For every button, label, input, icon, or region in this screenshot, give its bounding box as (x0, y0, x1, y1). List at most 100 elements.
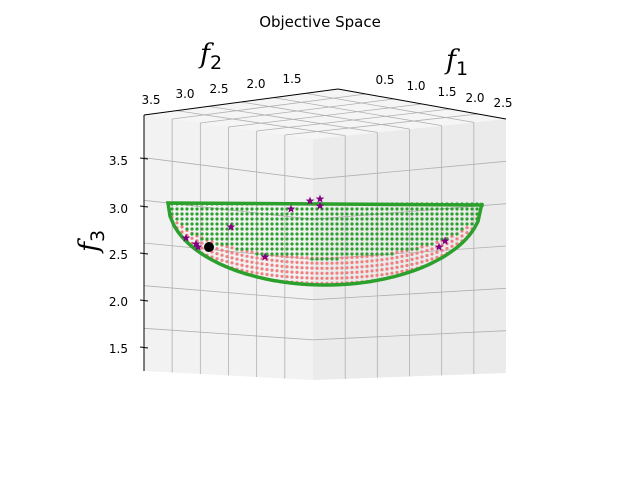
green-point (250, 237, 254, 241)
green-point (325, 252, 329, 256)
red-point (450, 244, 454, 248)
green-point (245, 242, 249, 246)
green-point (350, 247, 354, 251)
pareto-boundary-line (165, 201, 484, 287)
green-point (220, 207, 224, 211)
green-point (280, 252, 284, 256)
green-point (175, 207, 179, 211)
red-point (250, 260, 254, 264)
red-point (250, 265, 254, 269)
green-point (330, 222, 334, 226)
green-point (280, 212, 284, 216)
red-point (190, 236, 194, 240)
green-point (210, 237, 214, 241)
red-point (275, 274, 279, 278)
green-point (245, 212, 249, 216)
green-point (260, 207, 264, 211)
green-point (260, 252, 264, 256)
green-point (315, 252, 319, 256)
green-point (375, 252, 379, 256)
green-point (305, 232, 309, 236)
green-point (290, 232, 294, 236)
f3-tick-label: 1.5 (109, 342, 128, 356)
red-point (390, 261, 394, 265)
green-point (265, 232, 269, 236)
green-point (260, 227, 264, 231)
green-point (390, 212, 394, 216)
green-point (450, 227, 454, 231)
green-point (385, 212, 389, 216)
green-point (365, 212, 369, 216)
green-point (420, 212, 424, 216)
red-point (375, 263, 379, 267)
axis-line (337, 88, 507, 120)
red-point (330, 271, 334, 275)
green-point (235, 212, 239, 216)
axis-line (139, 205, 149, 208)
green-point (415, 227, 419, 231)
green-point (285, 212, 289, 216)
red-point (430, 247, 434, 251)
green-point (240, 232, 244, 236)
green-point (335, 242, 339, 246)
red-point (230, 251, 234, 255)
green-point (340, 232, 344, 236)
green-point (360, 207, 364, 211)
axis-line (139, 299, 149, 302)
green-point (275, 252, 279, 256)
red-point (245, 254, 249, 258)
green-point (200, 222, 204, 226)
green-point (400, 247, 404, 251)
green-point (425, 207, 429, 211)
red-point (295, 255, 299, 259)
green-point (265, 227, 269, 231)
green-point (320, 252, 324, 256)
green-point (285, 227, 289, 231)
green-point (360, 232, 364, 236)
red-point (300, 271, 304, 275)
green-point (260, 217, 264, 221)
red-point (280, 259, 284, 263)
green-point (435, 217, 439, 221)
red-point (285, 260, 289, 264)
red-point (325, 271, 329, 275)
green-point (200, 237, 204, 241)
green-point (415, 217, 419, 221)
green-point (250, 232, 254, 236)
green-point (295, 252, 299, 256)
green-point (310, 252, 314, 256)
green-point (280, 237, 284, 241)
green-point (185, 222, 189, 226)
green-point (410, 247, 414, 251)
green-point (435, 237, 439, 241)
star-point (181, 233, 191, 242)
red-point (260, 262, 264, 266)
red-point (250, 255, 254, 259)
green-point (265, 212, 269, 216)
green-point (285, 222, 289, 226)
red-point (340, 256, 344, 260)
red-point (380, 258, 384, 262)
green-point (420, 242, 424, 246)
red-point (355, 255, 359, 259)
green-point (335, 227, 339, 231)
red-point (200, 246, 204, 250)
green-point (390, 242, 394, 246)
red-point (300, 276, 304, 280)
green-point (415, 237, 419, 241)
red-point (395, 265, 399, 269)
green-point (435, 232, 439, 236)
green-point (425, 232, 429, 236)
red-point (435, 240, 439, 244)
green-point (380, 247, 384, 251)
red-point (390, 266, 394, 270)
green-point (470, 222, 474, 226)
green-point (360, 227, 364, 231)
green-point (365, 247, 369, 251)
green-point (315, 247, 319, 251)
green-point (265, 247, 269, 251)
green-point (445, 232, 449, 236)
red-point (310, 271, 314, 275)
red-point (400, 259, 404, 263)
axis-lines (139, 88, 507, 371)
